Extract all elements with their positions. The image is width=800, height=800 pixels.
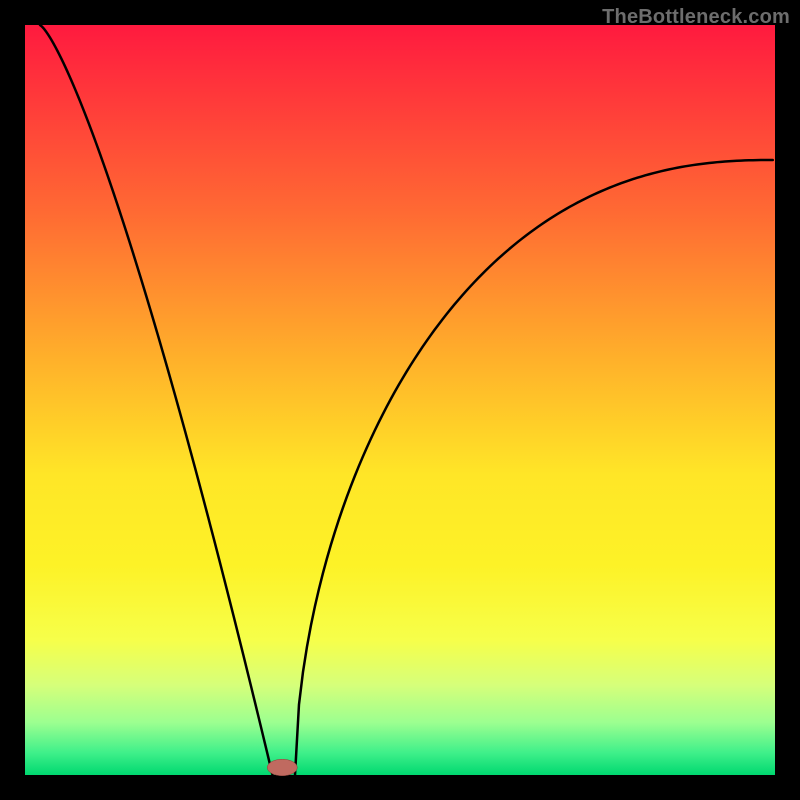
minimum-marker bbox=[267, 759, 297, 776]
plot-background bbox=[25, 25, 775, 775]
bottleneck-chart bbox=[0, 0, 800, 800]
chart-frame: TheBottleneck.com bbox=[0, 0, 800, 800]
